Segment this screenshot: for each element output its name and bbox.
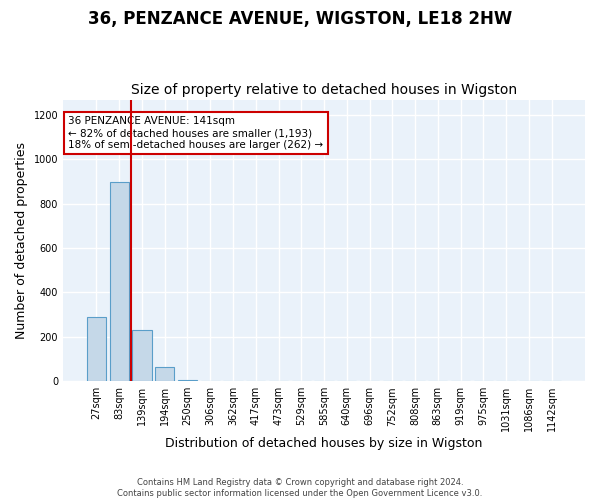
Text: 36, PENZANCE AVENUE, WIGSTON, LE18 2HW: 36, PENZANCE AVENUE, WIGSTON, LE18 2HW [88,10,512,28]
Bar [155,367,175,381]
Bar [110,182,129,381]
Bar [132,330,152,381]
Y-axis label: Number of detached properties: Number of detached properties [15,142,28,339]
X-axis label: Distribution of detached houses by size in Wigston: Distribution of detached houses by size … [166,437,483,450]
Title: Size of property relative to detached houses in Wigston: Size of property relative to detached ho… [131,83,517,97]
Text: Contains HM Land Registry data © Crown copyright and database right 2024.
Contai: Contains HM Land Registry data © Crown c… [118,478,482,498]
Bar [178,380,197,381]
Bar [87,317,106,381]
Text: 36 PENZANCE AVENUE: 141sqm
← 82% of detached houses are smaller (1,193)
18% of s: 36 PENZANCE AVENUE: 141sqm ← 82% of deta… [68,116,323,150]
